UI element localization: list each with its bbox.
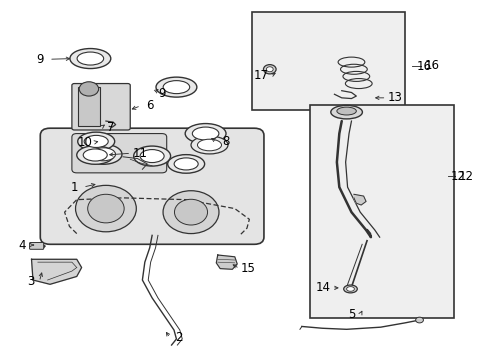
Ellipse shape (174, 158, 198, 170)
Ellipse shape (330, 105, 362, 119)
Polygon shape (216, 255, 237, 269)
Text: 9: 9 (158, 87, 165, 100)
Ellipse shape (91, 148, 115, 161)
Ellipse shape (197, 139, 221, 151)
Ellipse shape (77, 52, 103, 65)
Text: 11: 11 (132, 147, 147, 160)
Text: 9: 9 (37, 53, 44, 66)
Text: 12: 12 (450, 170, 465, 183)
Text: 4: 4 (18, 239, 25, 252)
Text: 16: 16 (424, 59, 439, 72)
Ellipse shape (191, 136, 227, 154)
Ellipse shape (192, 127, 219, 140)
Bar (309, 105, 453, 318)
Ellipse shape (85, 144, 122, 164)
Text: 13: 13 (387, 91, 402, 104)
Ellipse shape (77, 146, 114, 164)
Text: 17: 17 (253, 69, 268, 82)
Text: 6: 6 (145, 99, 153, 112)
Bar (251, 12, 404, 111)
Polygon shape (31, 259, 81, 284)
Text: 14: 14 (315, 282, 330, 294)
Circle shape (263, 64, 276, 74)
Bar (78, 87, 100, 126)
Ellipse shape (167, 155, 204, 173)
FancyBboxPatch shape (30, 243, 43, 249)
Polygon shape (353, 194, 366, 205)
Text: 8: 8 (222, 135, 229, 148)
Ellipse shape (75, 185, 136, 232)
Ellipse shape (346, 287, 354, 291)
Ellipse shape (84, 135, 108, 148)
Circle shape (266, 67, 273, 72)
FancyBboxPatch shape (40, 128, 264, 244)
Text: 12: 12 (458, 170, 472, 183)
Ellipse shape (140, 149, 164, 163)
Text: 15: 15 (241, 262, 255, 275)
Text: 5: 5 (347, 308, 354, 321)
Ellipse shape (185, 123, 225, 144)
Circle shape (415, 317, 423, 323)
Ellipse shape (83, 149, 107, 161)
Circle shape (79, 82, 99, 96)
Ellipse shape (70, 49, 111, 68)
Ellipse shape (87, 194, 124, 223)
Ellipse shape (174, 199, 207, 225)
FancyBboxPatch shape (72, 134, 166, 173)
Ellipse shape (133, 146, 170, 166)
Ellipse shape (163, 81, 189, 94)
Text: 2: 2 (175, 332, 182, 345)
Text: 1: 1 (70, 181, 78, 194)
Text: 16: 16 (416, 60, 431, 73)
Ellipse shape (156, 77, 197, 97)
Ellipse shape (163, 191, 219, 234)
Ellipse shape (78, 132, 115, 151)
FancyBboxPatch shape (72, 84, 130, 130)
Text: 3: 3 (27, 275, 34, 288)
Text: 7: 7 (106, 121, 114, 134)
Ellipse shape (336, 107, 356, 115)
Ellipse shape (343, 285, 357, 293)
Text: 10: 10 (78, 136, 92, 149)
